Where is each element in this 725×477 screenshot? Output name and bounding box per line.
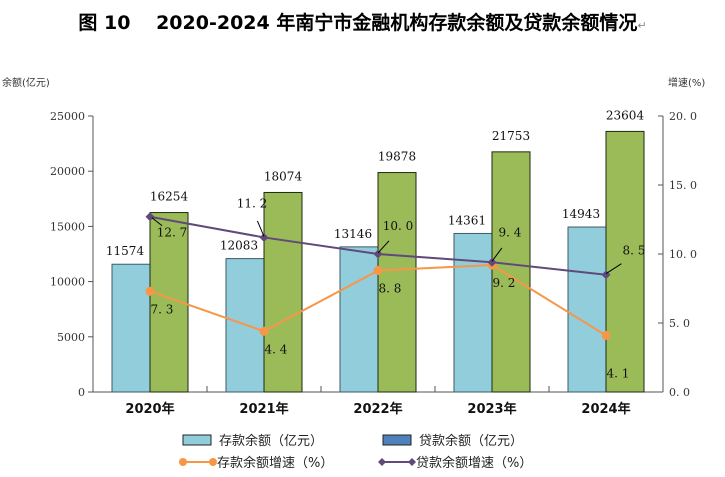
loan-growth-leader-line (256, 220, 265, 237)
y-axis-label: 余额(亿元) (2, 76, 50, 89)
loan-growth-point (487, 257, 497, 267)
deposit-growth-label: 4. 4 (265, 342, 288, 356)
legend-item: 存款余额（亿元） (182, 433, 323, 449)
bars (111, 130, 645, 393)
loan-growth-point (145, 212, 155, 222)
legend-item: 存款余额增速（%） (179, 455, 333, 471)
loan-bar-label: 23604 (606, 108, 645, 122)
x-category-label: 2024年 (581, 401, 630, 417)
deposit-bar-label: 13146 (334, 227, 372, 241)
chart-title-text: 图 10 2020-2024 年南宁市金融机构存款余额及贷款余额情况 (78, 12, 638, 34)
loan-growth-leader-line (151, 217, 163, 227)
x-category-label: 2020年 (125, 401, 174, 417)
loan-bar (605, 130, 645, 393)
y-tick-label: 5000 (57, 331, 85, 344)
deposit-bar (453, 232, 493, 393)
y2-tick-label: 5. 0 (669, 317, 690, 330)
legend-marker (209, 458, 217, 466)
y-tick-label: 0 (78, 386, 85, 399)
loan-bar (491, 151, 531, 393)
y-tick-label: 15000 (50, 220, 85, 233)
deposit-bar-label: 14361 (448, 213, 486, 227)
y2-axis-label: 增速(%) (668, 76, 705, 89)
legend-marker (408, 458, 416, 466)
y-tick-label: 10000 (50, 276, 85, 289)
x-category-label: 2023年 (467, 401, 516, 417)
loan-growth-leader-line (377, 240, 390, 254)
chart-title: 图 10 2020-2024 年南宁市金融机构存款余额及贷款余额情况↵ (0, 8, 725, 35)
deposit-bar (111, 263, 151, 393)
deposit-bar-label: 14943 (562, 207, 600, 221)
legend-item: 贷款余额（亿元） (382, 433, 523, 449)
y-tick-label: 20000 (50, 165, 85, 178)
loan-growth-label: 12. 7 (157, 226, 188, 240)
deposit-growth-label: 9. 2 (493, 276, 516, 290)
legend-label: 贷款余额增速（%） (416, 455, 532, 471)
loan-bar-label: 16254 (150, 190, 189, 204)
y2-tick-label: 0. 0 (669, 386, 690, 399)
y2-tick-label: 15. 0 (669, 179, 697, 192)
legend-marker (378, 458, 386, 466)
loan-bar-label: 19878 (378, 150, 416, 164)
deposit-growth-point (601, 330, 611, 340)
deposit-growth-label: 4. 1 (607, 366, 630, 380)
y-tick-label: 25000 (50, 110, 85, 123)
loan-growth-label: 10. 0 (383, 219, 414, 233)
lines (145, 212, 611, 340)
y2-tick-label: 10. 0 (669, 248, 697, 261)
loan-growth-point (373, 249, 383, 259)
deposit-bar-label: 12083 (220, 239, 258, 253)
paragraph-mark: ↵ (637, 19, 647, 32)
legend: 存款余额（亿元） 贷款余额（亿元） 存款余额增速（%） 贷款余额增速（%） (179, 433, 532, 471)
loan-bar-label: 18074 (264, 169, 303, 183)
deposit-growth-label: 8. 8 (379, 282, 402, 296)
deposit-bar-label: 11574 (106, 244, 145, 258)
loan-bar (263, 191, 303, 393)
deposit-growth-label: 7. 3 (151, 302, 174, 316)
legend-marker (179, 458, 187, 466)
loan-growth-label: 8. 5 (623, 244, 646, 258)
loan-growth-leader-line (491, 247, 503, 262)
deposit-growth-point (259, 326, 269, 336)
deposit-growth-point (145, 286, 155, 296)
loan-growth-label: 9. 4 (499, 225, 522, 239)
deposit-bar (567, 226, 607, 393)
legend-swatch (382, 434, 412, 446)
data-labels: 11574 12083 13146 14361 14943 16254 18074 19878… (106, 108, 646, 380)
loan-growth-point (259, 232, 269, 242)
legend-item: 贷款余额增速（%） (378, 455, 532, 471)
deposit-bar (225, 258, 265, 393)
loan-bar-label: 21753 (492, 129, 530, 143)
legend-label: 存款余额（亿元） (219, 433, 323, 449)
loan-growth-leader-line (605, 263, 622, 275)
y2-tick-label: 20. 0 (669, 110, 697, 123)
loan-bar (377, 172, 417, 393)
deposit-bar (339, 246, 379, 393)
legend-label: 存款余额增速（%） (217, 455, 333, 471)
deposit-growth-point (373, 266, 383, 276)
legend-label: 贷款余额（亿元） (419, 433, 523, 449)
x-category-label: 2021年 (239, 401, 288, 417)
x-category-label: 2022年 (353, 401, 402, 417)
loan-growth-label: 11. 2 (237, 196, 268, 210)
category-labels: 2020年 2021年 2022年 2023年 2024年 (125, 401, 630, 417)
legend-swatch (182, 434, 212, 446)
